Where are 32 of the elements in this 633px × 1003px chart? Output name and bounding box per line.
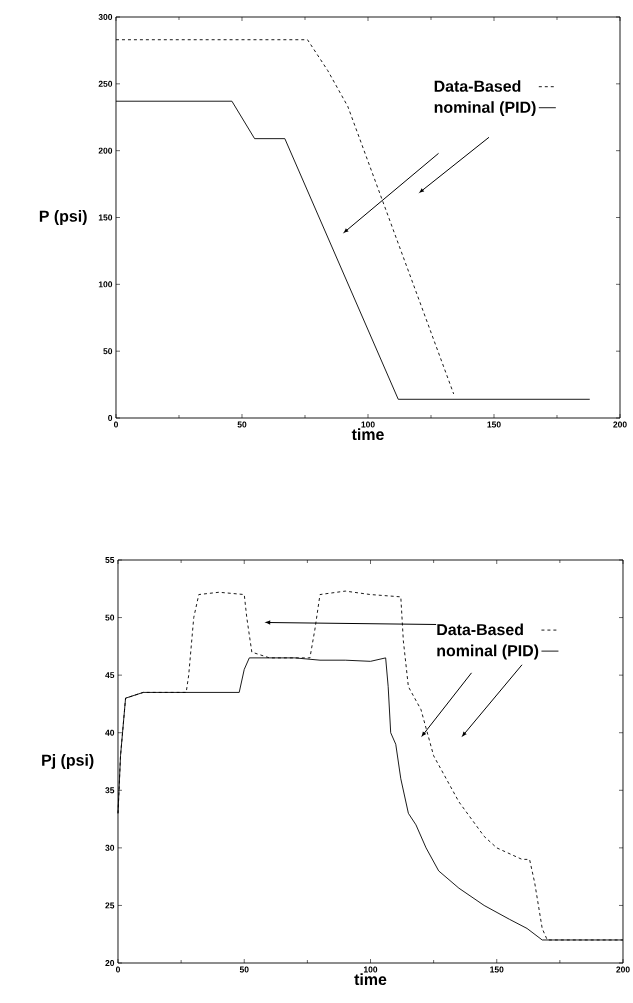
y-axis-title: Pj (psi): [41, 754, 94, 769]
y-tick-label: 20: [105, 960, 114, 966]
legend-label: Data-Based: [437, 623, 523, 636]
legend-label: Data-Based: [434, 80, 521, 92]
y-tick-label: 200: [98, 147, 112, 154]
x-axis-title: time: [354, 973, 387, 986]
x-tick-label: 150: [487, 421, 501, 428]
x-tick-label: 0: [115, 966, 120, 973]
legend-label: nominal (PID): [434, 101, 536, 117]
x-tick-label: 150: [490, 966, 504, 973]
y-tick-label: 150: [98, 214, 112, 221]
y-tick-label: 250: [98, 80, 112, 87]
y-tick-label: 25: [105, 902, 115, 909]
y-tick-label: 50: [103, 348, 112, 355]
y-axis-title: P (psi): [39, 210, 87, 225]
y-tick-label: 35: [105, 787, 115, 794]
x-tick-label: 200: [613, 421, 627, 428]
y-tick-label: 55: [105, 557, 115, 563]
y-tick-label: 40: [105, 729, 114, 736]
x-tick-label: 50: [237, 421, 247, 428]
y-tick-label: 0: [107, 415, 112, 421]
y-tick-label: 30: [105, 844, 114, 851]
x-tick-label: 100: [363, 966, 378, 973]
y-tick-label: 300: [98, 14, 112, 21]
x-tick-label: 200: [616, 966, 630, 973]
legend-label: nominal (PID): [437, 644, 539, 660]
x-tick-label: 100: [361, 421, 375, 428]
y-tick-label: 50: [105, 614, 114, 621]
y-tick-label: 45: [105, 672, 115, 679]
x-tick-label: 50: [239, 966, 249, 973]
x-axis-title: time: [351, 428, 384, 441]
y-tick-label: 100: [98, 281, 112, 288]
